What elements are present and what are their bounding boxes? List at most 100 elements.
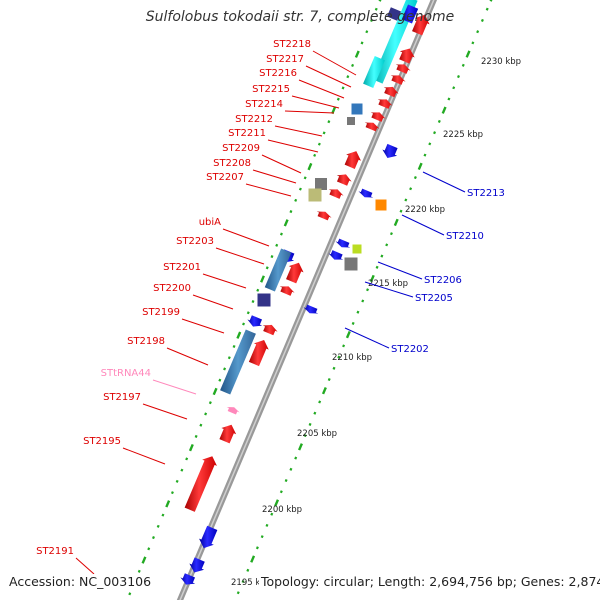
reverse-gene-arrow[interactable] bbox=[180, 573, 196, 585]
forward-gene-arrow[interactable] bbox=[383, 86, 399, 98]
forward-gene-label[interactable]: ST2195 bbox=[83, 436, 121, 447]
cog-steelblue-block[interactable] bbox=[351, 103, 363, 115]
forward-gene-arrow[interactable] bbox=[219, 424, 237, 444]
label-leader-line bbox=[422, 171, 466, 193]
minor-tick bbox=[208, 401, 212, 405]
forward-gene-label[interactable]: ST2199 bbox=[142, 307, 180, 318]
cog-gray-block[interactable] bbox=[347, 117, 355, 125]
reverse-gene-label[interactable]: ST2202 bbox=[391, 344, 429, 355]
minor-tick bbox=[218, 378, 222, 382]
minor-tick bbox=[303, 176, 307, 180]
minor-tick bbox=[346, 75, 350, 79]
forward-gene-arrow[interactable] bbox=[248, 340, 269, 367]
forward-gene-label[interactable]: ST2211 bbox=[228, 128, 266, 139]
forward-gene-label[interactable]: ST2209 bbox=[222, 143, 260, 154]
minor-tick bbox=[180, 468, 184, 472]
forward-gene-label[interactable]: ST2197 bbox=[103, 392, 141, 403]
minor-tick bbox=[409, 187, 413, 191]
cog-navy-block[interactable] bbox=[386, 7, 402, 21]
forward-gene-label[interactable]: ST2203 bbox=[176, 236, 214, 247]
minor-tick bbox=[389, 232, 393, 236]
cog-yellowgreen-block[interactable] bbox=[352, 244, 362, 254]
forward-gene-arrow[interactable] bbox=[316, 211, 332, 221]
reverse-gene-label[interactable]: ST2205 bbox=[415, 293, 453, 304]
minor-tick bbox=[284, 478, 288, 483]
cog-orange-block[interactable] bbox=[375, 199, 387, 211]
reverse-gene-arrow[interactable] bbox=[382, 143, 398, 158]
trna-feature[interactable] bbox=[226, 406, 240, 415]
forward-gene-label[interactable]: ST2212 bbox=[235, 114, 273, 125]
forward-gene-label[interactable]: ST2208 bbox=[213, 158, 251, 169]
forward-gene-arrow[interactable] bbox=[286, 262, 304, 284]
forward-gene-label[interactable]: ubiA bbox=[199, 217, 221, 228]
minor-tick bbox=[485, 7, 489, 11]
minor-tick bbox=[370, 18, 373, 23]
forward-gene-arrow[interactable] bbox=[399, 48, 415, 64]
minor-tick bbox=[476, 30, 480, 34]
major-tick bbox=[307, 162, 313, 171]
forward-gene-label[interactable]: ST2217 bbox=[266, 54, 304, 65]
genome-stats-text: Topology: circular; Length: 2,694,756 bp… bbox=[259, 574, 600, 589]
reverse-gene-arrow[interactable] bbox=[189, 557, 205, 573]
forward-gene-arrow[interactable] bbox=[412, 14, 430, 36]
forward-gene-label[interactable]: ST2207 bbox=[206, 172, 244, 183]
forward-gene-arrow[interactable] bbox=[395, 64, 411, 74]
forward-gene-label[interactable]: ST2198 bbox=[127, 336, 165, 347]
label-leader-line bbox=[305, 65, 352, 88]
minor-tick bbox=[185, 457, 189, 461]
cog-olive-block[interactable] bbox=[308, 188, 322, 202]
minor-tick bbox=[303, 434, 307, 438]
minor-tick bbox=[137, 569, 141, 573]
forward-gene-arrow[interactable] bbox=[336, 174, 352, 186]
cog-cyan-block[interactable] bbox=[363, 56, 385, 88]
cog-navy-block[interactable] bbox=[257, 293, 271, 307]
reverse-gene-arrow[interactable] bbox=[199, 525, 218, 549]
minor-tick bbox=[337, 355, 341, 359]
cog-steelblue-block[interactable] bbox=[264, 248, 292, 292]
reverse-gene-arrow[interactable] bbox=[335, 238, 351, 248]
forward-gene-label[interactable]: ST2215 bbox=[252, 84, 290, 95]
major-tick bbox=[298, 443, 303, 451]
reverse-gene-label[interactable]: ST2213 bbox=[467, 188, 505, 199]
reverse-gene-arrow[interactable] bbox=[303, 304, 319, 314]
forward-gene-label[interactable]: ST2201 bbox=[163, 262, 201, 273]
reverse-gene-arrow[interactable] bbox=[358, 188, 374, 198]
label-leader-line bbox=[222, 228, 270, 247]
forward-gene-arrow[interactable] bbox=[364, 122, 380, 132]
forward-gene-arrow[interactable] bbox=[328, 189, 344, 199]
forward-gene-arrow[interactable] bbox=[344, 151, 361, 169]
cog-steelblue-block[interactable] bbox=[220, 329, 256, 395]
forward-gene-arrow[interactable] bbox=[377, 99, 393, 109]
cog-gray-block[interactable] bbox=[315, 178, 327, 190]
cog-blue-block[interactable] bbox=[401, 4, 419, 24]
forward-gene-arrow-blue[interactable] bbox=[247, 315, 263, 327]
reverse-gene-arrow[interactable] bbox=[328, 250, 344, 260]
minor-tick bbox=[457, 75, 460, 79]
label-leader-line bbox=[284, 110, 335, 114]
forward-gene-arrow[interactable] bbox=[262, 324, 278, 336]
forward-gene-label[interactable]: ST2214 bbox=[245, 99, 283, 110]
label-leader-line bbox=[364, 281, 414, 298]
minor-tick bbox=[452, 86, 456, 90]
forward-gene-arrow[interactable] bbox=[184, 456, 217, 512]
minor-tick bbox=[265, 266, 269, 270]
forward-gene-label[interactable]: ST2216 bbox=[259, 68, 297, 79]
label-leader-line bbox=[202, 273, 247, 289]
cog-gray-block[interactable] bbox=[344, 257, 358, 271]
label-leader-line bbox=[298, 79, 345, 99]
forward-gene-label[interactable]: ST2191 bbox=[36, 546, 74, 557]
kbp-label: 2195 kbp bbox=[231, 578, 271, 588]
reverse-gene-label[interactable]: ST2206 bbox=[424, 275, 462, 286]
forward-gene-arrow[interactable] bbox=[370, 112, 386, 122]
reverse-gene-label[interactable]: ST2210 bbox=[446, 231, 484, 242]
minor-tick bbox=[265, 523, 269, 527]
forward-gene-label[interactable]: ST2200 bbox=[153, 283, 191, 294]
forward-gene-arrow[interactable] bbox=[279, 286, 295, 296]
forward-gene-label[interactable]: ST2218 bbox=[273, 39, 311, 50]
backbone-layer bbox=[176, 0, 438, 600]
forward-gene-label[interactable]: STtRNA44 bbox=[101, 368, 151, 379]
forward-gene-arrow[interactable] bbox=[390, 75, 406, 85]
minor-tick bbox=[227, 356, 231, 360]
minor-tick bbox=[375, 265, 379, 269]
